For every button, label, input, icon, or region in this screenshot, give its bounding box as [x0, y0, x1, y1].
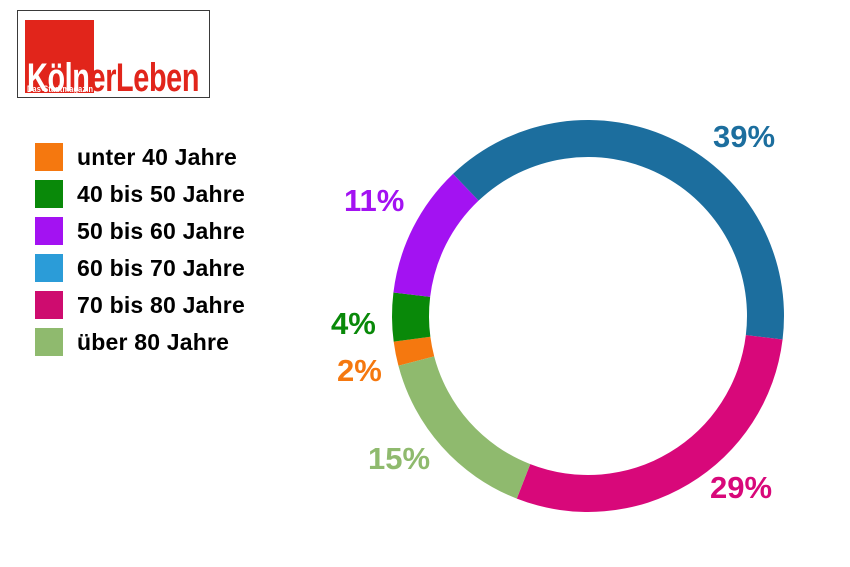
legend-item-50-60: 50 bis 60 Jahre — [35, 217, 245, 245]
legend-swatch-purple — [35, 217, 63, 245]
legend-swatch-blue — [35, 254, 63, 282]
legend-swatch-orange — [35, 143, 63, 171]
legend-label: über 80 Jahre — [77, 328, 230, 355]
slice-percentage-label-60-70: 39% — [713, 119, 776, 154]
logo-red-square — [25, 20, 94, 93]
logo-subtitle: Das Stadtmagazin — [27, 84, 94, 94]
donut-slice-70-bis-80-jahre — [516, 335, 783, 512]
legend-label: unter 40 Jahre — [77, 143, 238, 170]
legend-swatch-dark-green — [35, 180, 63, 208]
legend-label: 40 bis 50 Jahre — [77, 180, 245, 207]
donut-slice-60-bis-70-jahre — [453, 120, 784, 340]
legend-item-40-50: 40 bis 50 Jahre — [35, 180, 245, 208]
legend-label: 70 bis 80 Jahre — [77, 291, 245, 318]
logo-text-koln: Köln — [27, 56, 90, 100]
slice-percentage-label-ueber-80: 15% — [368, 441, 431, 476]
legend-item-ueber-80: über 80 Jahre — [35, 328, 245, 356]
slice-percentage-label-70-80: 29% — [710, 470, 773, 505]
legend-label: 50 bis 60 Jahre — [77, 217, 245, 244]
kolnerleben-logo: KölnerLeben Das Stadtmagazin — [17, 10, 210, 98]
legend-label: 60 bis 70 Jahre — [77, 254, 245, 281]
donut-slice-50-bis-60-jahre — [393, 173, 479, 297]
slice-percentage-label-50-60: 11% — [344, 183, 405, 218]
donut-slice-über-80-jahre — [398, 356, 531, 499]
legend-swatch-pink — [35, 291, 63, 319]
slice-percentage-label-40-50: 4% — [331, 306, 376, 341]
legend-item-60-70: 60 bis 70 Jahre — [35, 254, 245, 282]
logo-text-erleben: erLeben — [89, 56, 200, 100]
legend-item-70-80: 70 bis 80 Jahre — [35, 291, 245, 319]
slice-percentage-label-unter-40: 2% — [337, 353, 382, 388]
donut-slice-unter-40-jahre — [393, 336, 435, 366]
logo-title: KölnerLeben — [27, 58, 199, 98]
legend-item-unter-40: unter 40 Jahre — [35, 143, 245, 171]
chart-legend: unter 40 Jahre 40 bis 50 Jahre 50 bis 60… — [35, 143, 245, 365]
legend-swatch-light-green — [35, 328, 63, 356]
donut-slice-40-bis-50-jahre — [392, 292, 431, 342]
